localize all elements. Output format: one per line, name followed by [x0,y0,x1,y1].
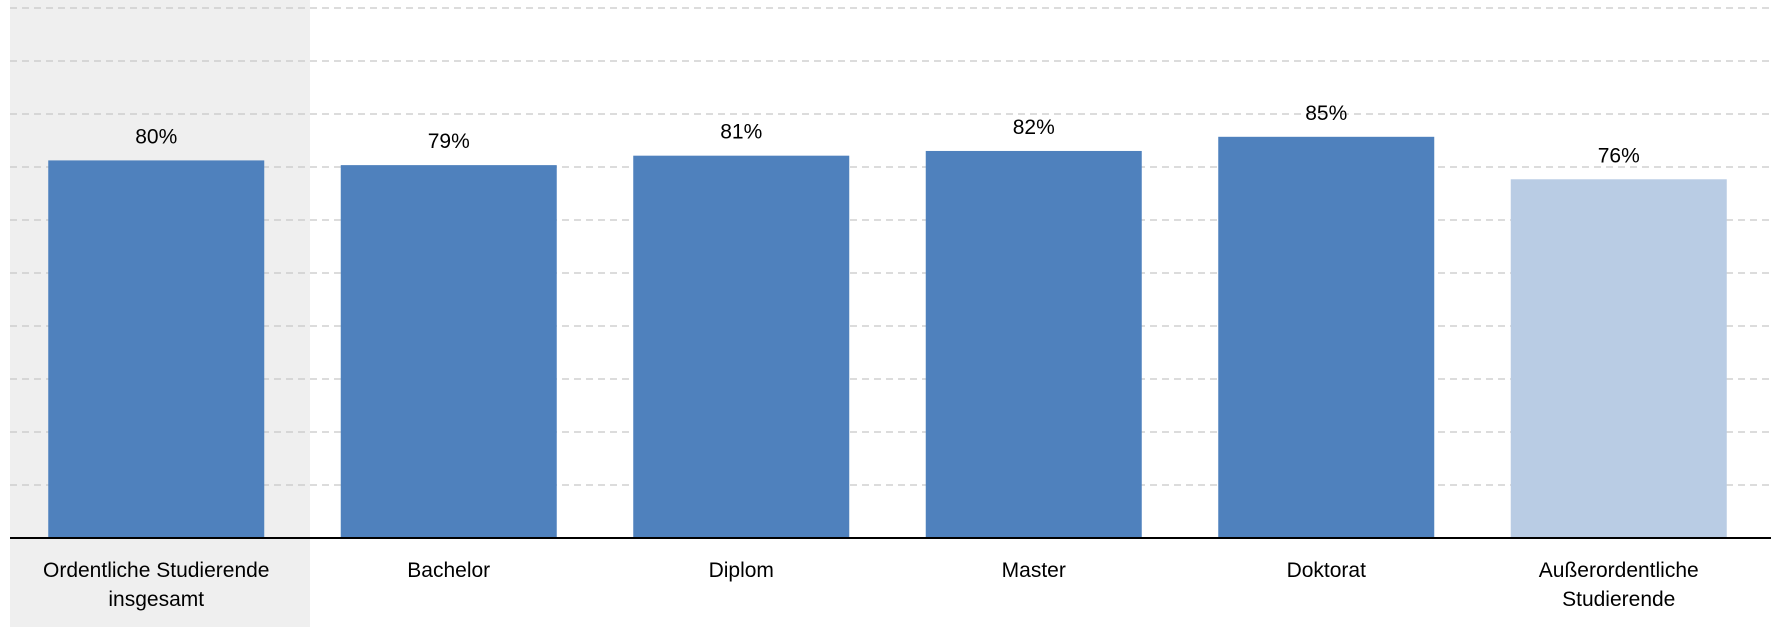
category-label: Doktorat [1287,559,1367,582]
data-label: 82% [1013,116,1055,139]
bar [48,160,265,538]
bar [1218,136,1435,539]
category-label: Diplom [709,559,774,582]
category-label: Ordentliche Studierende insgesamt [43,559,269,611]
bar [1510,179,1727,538]
data-label: 79% [428,130,470,153]
data-label: 81% [720,121,762,144]
category-label: Master [1002,559,1066,582]
data-label: 76% [1598,144,1640,167]
data-label: 85% [1305,102,1347,125]
bar [633,155,850,538]
data-label: 80% [135,125,177,148]
category-label: Bachelor [407,559,490,582]
category-label: Außerordentliche Studierende [1539,559,1699,611]
bar [925,150,1142,538]
bar [340,165,557,538]
